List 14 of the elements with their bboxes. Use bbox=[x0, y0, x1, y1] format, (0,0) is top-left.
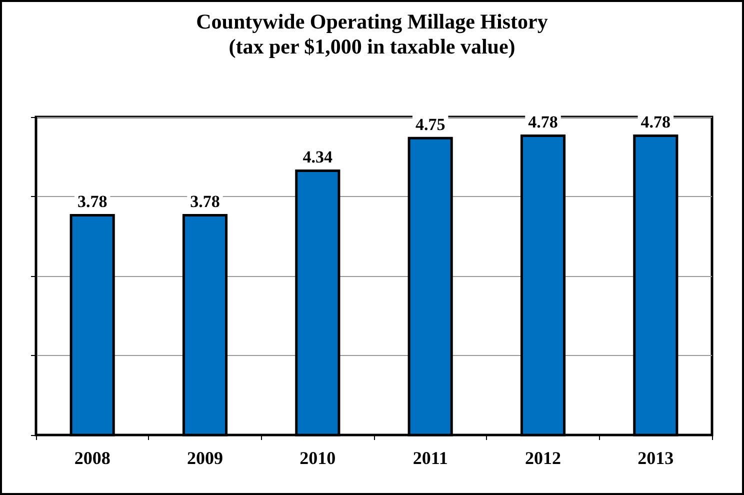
x-tick-label: 2011 bbox=[412, 448, 448, 468]
data-label: 4.78 bbox=[528, 112, 558, 132]
data-label: 4.75 bbox=[415, 114, 446, 134]
chart-title: Countywide Operating Millage History bbox=[196, 10, 548, 34]
x-tick-label: 2009 bbox=[187, 448, 223, 468]
data-label: 3.78 bbox=[190, 192, 220, 211]
x-tick-label: 2008 bbox=[74, 448, 110, 468]
data-label: 4.34 bbox=[302, 147, 334, 166]
x-tick-label: 2013 bbox=[638, 448, 674, 468]
x-tick-label: 2012 bbox=[525, 448, 561, 468]
data-label: 4.78 bbox=[640, 112, 671, 132]
x-tick-label: 2010 bbox=[300, 448, 336, 468]
chart-subtitle: (tax per $1,000 in taxable value) bbox=[228, 34, 516, 58]
data-label: 3.78 bbox=[77, 192, 108, 211]
